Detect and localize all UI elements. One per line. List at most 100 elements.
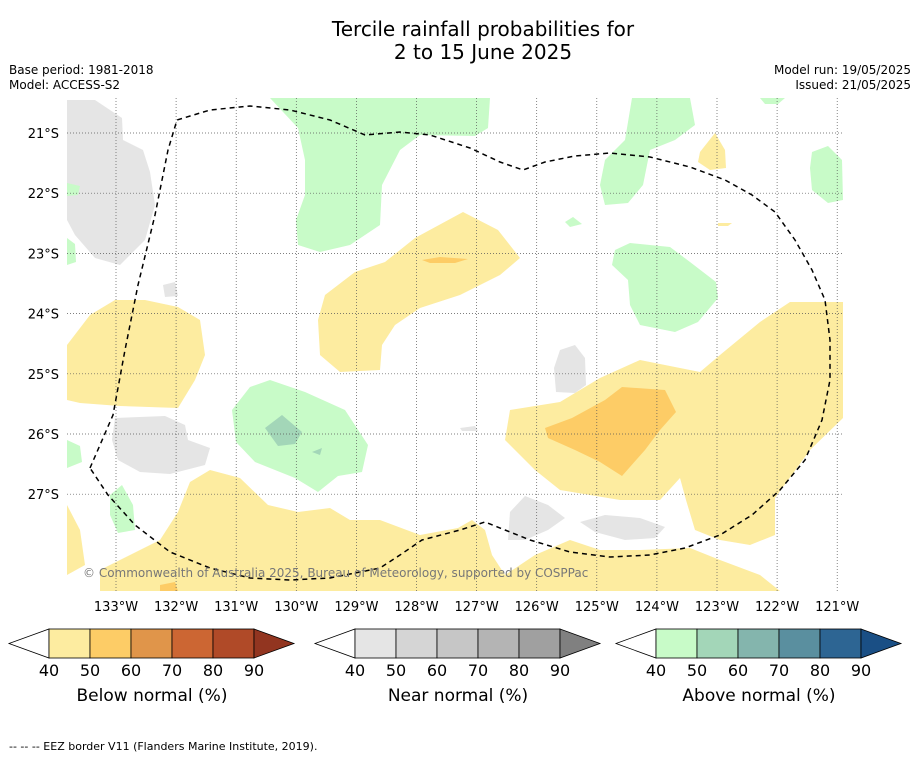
below-normal-region xyxy=(422,257,468,263)
meta-left: Base period: 1981-2018 Model: ACCESS-S2 xyxy=(9,63,154,93)
colorbar-tick-label: 50 xyxy=(386,661,406,680)
above-normal-region xyxy=(67,183,80,196)
colorbar-tick-label: 80 xyxy=(203,661,223,680)
above-normal-region xyxy=(67,440,82,468)
above-normal-region xyxy=(760,98,785,104)
latitude-label: 21°S xyxy=(28,127,59,142)
longitude-label: 122°W xyxy=(755,600,799,615)
colorbar-tick-label: 40 xyxy=(646,661,666,680)
below-normal-region xyxy=(545,387,676,476)
above-normal-region xyxy=(312,448,322,455)
colorbar: 40 50 60 70 80 90 xyxy=(313,628,602,680)
above-normal-region xyxy=(232,380,368,492)
above-normal-region xyxy=(612,243,718,332)
base-period: Base period: 1981-2018 xyxy=(9,63,154,77)
colorbar-extend-high xyxy=(559,628,602,659)
latitude-labels: 21°S 22°S 23°S 24°S 25°S 26°S 27°S xyxy=(28,127,59,503)
longitude-labels: 133°W 132°W 131°W 130°W 129°W 128°W 127°W 126°W… xyxy=(94,600,860,615)
below-normal-region xyxy=(698,133,726,170)
model-name: Model: ACCESS-S2 xyxy=(9,78,121,92)
colorbar-segment xyxy=(395,628,438,659)
colorbar-segment xyxy=(354,628,397,659)
colorbar-segment xyxy=(737,628,780,659)
near-normal-region xyxy=(554,345,586,393)
below-normal-region xyxy=(505,302,843,545)
latitude-label: 26°S xyxy=(28,428,59,443)
colorbar-segment xyxy=(518,628,561,659)
longitude-label: 129°W xyxy=(334,600,378,615)
latitude-label: 27°S xyxy=(28,488,59,503)
colorbar-tick-label: 90 xyxy=(244,661,264,680)
colorbar-tick-label: 70 xyxy=(769,661,789,680)
below-normal-region xyxy=(100,470,780,591)
colorbar-tick-label: 60 xyxy=(728,661,748,680)
longitude-label: 124°W xyxy=(635,600,679,615)
latitude-label: 25°S xyxy=(28,368,59,383)
longitude-label: 128°W xyxy=(394,600,438,615)
latitude-label: 22°S xyxy=(28,187,59,202)
title-line-1: Tercile rainfall probabilities for xyxy=(331,17,635,41)
below-normal-region xyxy=(67,300,205,408)
colorbar-tick-label: 80 xyxy=(509,661,529,680)
longitude-label: 121°W xyxy=(815,600,859,615)
colorbar-extend-low xyxy=(614,628,657,659)
latitude-label: 23°S xyxy=(28,247,59,262)
longitude-label: 126°W xyxy=(515,600,559,615)
map-gridlines xyxy=(67,98,843,591)
colorbar-label-near: Near normal (%) xyxy=(387,686,529,706)
colorbar-segment xyxy=(655,628,698,659)
near-normal-region xyxy=(112,416,210,474)
latitude-label: 24°S xyxy=(28,308,59,323)
below-normal-region xyxy=(160,582,178,591)
longitude-label: 127°W xyxy=(455,600,499,615)
colorbar: 40 50 60 70 80 90 xyxy=(614,628,903,680)
colorbar-extend-low xyxy=(7,628,50,659)
map-figure: © Commonwealth of Australia 2025, Bureau… xyxy=(7,98,903,680)
colorbar-extend-low xyxy=(313,628,356,659)
colorbar-tick-label: 70 xyxy=(468,661,488,680)
below-normal-region xyxy=(318,212,520,372)
colorbar-label-below: Below normal (%) xyxy=(76,686,228,706)
colorbar-tick-label: 80 xyxy=(810,661,830,680)
near-normal-region xyxy=(163,282,178,297)
colorbar-extend-high xyxy=(253,628,296,659)
colorbar-segment xyxy=(130,628,173,659)
colorbar-legends: 40 50 60 70 80 90 40 50 60 70 80 90 40 50 60 70 80 90 xyxy=(7,628,903,680)
above-normal-region xyxy=(565,217,582,227)
above-normal-region xyxy=(270,98,490,252)
map-title: Tercile rainfall probabilities for 2 to … xyxy=(0,18,919,64)
colorbar-extend-high xyxy=(860,628,903,659)
longitude-label: 123°W xyxy=(695,600,739,615)
colorbar-tick-label: 60 xyxy=(427,661,447,680)
colorbar-label-above: Above normal (%) xyxy=(682,686,836,706)
colorbar-tick-label: 50 xyxy=(687,661,707,680)
copyright-text: © Commonwealth of Australia 2025, Bureau… xyxy=(83,566,588,580)
colorbar-tick-label: 40 xyxy=(39,661,59,680)
longitude-label: 132°W xyxy=(154,600,198,615)
near-normal-region xyxy=(67,100,155,265)
map-plot-area: © Commonwealth of Australia 2025, Bureau… xyxy=(67,98,843,591)
colorbar-tick-label: 90 xyxy=(851,661,871,680)
above-normal-region xyxy=(810,146,843,203)
colorbar-segment xyxy=(212,628,255,659)
above-normal-region xyxy=(600,98,695,205)
near-normal-region xyxy=(460,426,478,431)
colorbar-segment xyxy=(819,628,862,659)
longitude-label: 125°W xyxy=(575,600,619,615)
colorbar: 40 50 60 70 80 90 xyxy=(7,628,296,680)
colorbar-tick-label: 90 xyxy=(550,661,570,680)
meta-right: Model run: 19/05/2025 Issued: 21/05/2025 xyxy=(774,63,911,93)
longitude-label: 133°W xyxy=(94,600,138,615)
colorbar-segment xyxy=(171,628,214,659)
colorbar-segment xyxy=(48,628,91,659)
eez-border xyxy=(89,105,831,581)
model-run: Model run: 19/05/2025 xyxy=(773,63,911,77)
colorbar-segment xyxy=(477,628,520,659)
title-line-2: 2 to 15 June 2025 xyxy=(393,40,573,64)
below-normal-region xyxy=(67,505,85,575)
below-normal-region xyxy=(718,223,732,226)
colorbar-segment xyxy=(89,628,132,659)
colorbar-tick-label: 40 xyxy=(345,661,365,680)
colorbar-tick-label: 60 xyxy=(121,661,141,680)
longitude-label: 130°W xyxy=(274,600,318,615)
